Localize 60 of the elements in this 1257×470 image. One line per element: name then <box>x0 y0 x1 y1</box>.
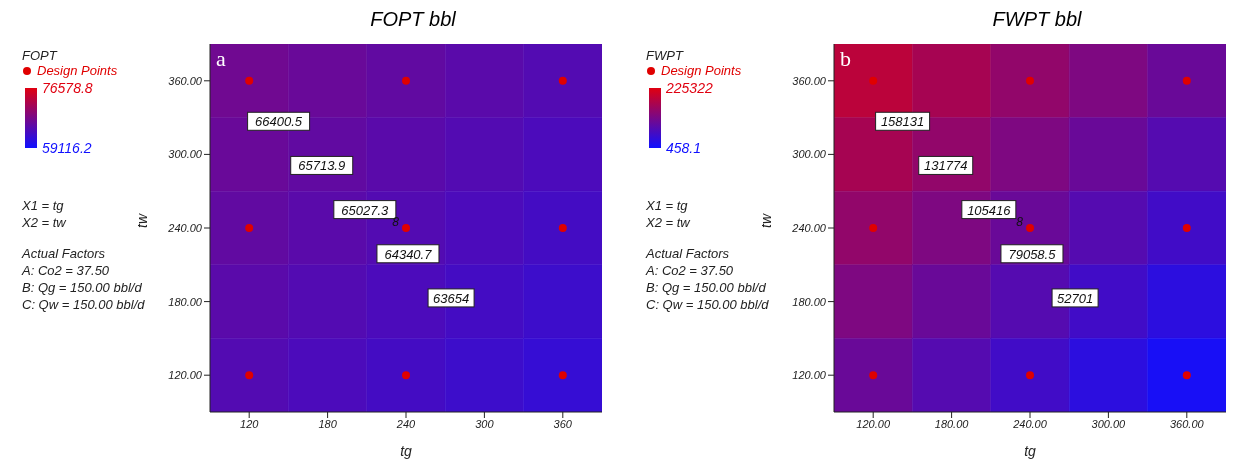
x-tick-label: 300 <box>475 417 495 430</box>
text: Actual Factors <box>646 246 731 261</box>
y-tick-label: 360.00 <box>168 74 203 87</box>
annotation: b <box>840 46 851 71</box>
x-tick-label: 120 <box>240 417 260 430</box>
annotation: 65027.3 <box>341 202 390 218</box>
legend-label: Design Points <box>37 63 118 78</box>
chart-title: FOPT bbl <box>369 8 457 31</box>
text: X2 = tw <box>646 215 690 230</box>
y-axis-title: tw <box>133 213 150 228</box>
x-axis-title: tg <box>400 443 413 459</box>
x-tick-label: 180 <box>318 417 338 430</box>
text: A: Co2 = 37.50 <box>646 263 735 278</box>
text: X2 = tw <box>22 215 66 230</box>
text: A: Co2 = 37.50 <box>22 263 111 278</box>
annotation: 66400.5 <box>255 114 303 130</box>
text: B: Qg = 150.00 bbl/d <box>646 280 767 295</box>
x-tick-label: 300.00 <box>1091 417 1127 430</box>
color-bar-title: FWPT <box>646 48 685 63</box>
y-tick-label: 360.00 <box>792 74 827 87</box>
x-axis-title: tg <box>1024 443 1037 459</box>
x-tick-label: 240.00 <box>1012 417 1048 430</box>
y-tick-label: 180.00 <box>168 295 203 308</box>
annotation: a <box>216 46 226 71</box>
annotation: 158131 <box>880 114 925 130</box>
annotation: 79058.5 <box>1008 246 1057 262</box>
annotation: 63654 <box>433 290 470 306</box>
y-tick-label: 120.00 <box>792 369 827 382</box>
text: C: Qw = 150.00 bbl/d <box>646 297 769 312</box>
annotation: 52701 <box>1057 290 1094 306</box>
y-tick-label: 120.00 <box>168 369 203 382</box>
legend-label: Design Points <box>661 63 742 78</box>
color-bar-label: 458.1 <box>666 140 702 156</box>
annotation: 8 <box>392 215 400 229</box>
y-tick-label: 240.00 <box>791 221 827 234</box>
y-tick-label: 300.00 <box>792 148 827 161</box>
color-bar-label: 225322 <box>665 80 713 96</box>
y-tick-label: 240.00 <box>167 221 203 234</box>
color-bar-label: 59116.2 <box>42 140 92 156</box>
y-tick-label: 180.00 <box>792 295 827 308</box>
annotation: 65713.9 <box>298 158 346 174</box>
text: C: Qw = 150.00 bbl/d <box>22 297 145 312</box>
x-tick-label: 360 <box>553 417 573 430</box>
text: Actual Factors <box>22 246 107 261</box>
text: B: Qg = 150.00 bbl/d <box>22 280 143 295</box>
y-axis-title: tw <box>757 213 774 228</box>
color-bar-title: FOPT <box>22 48 59 63</box>
chart-title: FWPT bbl <box>991 8 1083 31</box>
x-tick-label: 120.00 <box>856 417 891 430</box>
color-bar-label: 76578.8 <box>42 80 93 96</box>
annotation: 105416 <box>967 202 1012 218</box>
y-tick-label: 300.00 <box>168 148 203 161</box>
annotation: 64340.7 <box>384 246 433 262</box>
annotation: 131774 <box>924 158 968 174</box>
text: X1 = tg <box>646 198 689 213</box>
annotation: 8 <box>1016 215 1024 229</box>
text: X1 = tg <box>22 198 65 213</box>
x-tick-label: 240 <box>395 417 417 430</box>
x-tick-label: 180.00 <box>934 417 970 430</box>
x-tick-label: 360.00 <box>1169 417 1205 430</box>
